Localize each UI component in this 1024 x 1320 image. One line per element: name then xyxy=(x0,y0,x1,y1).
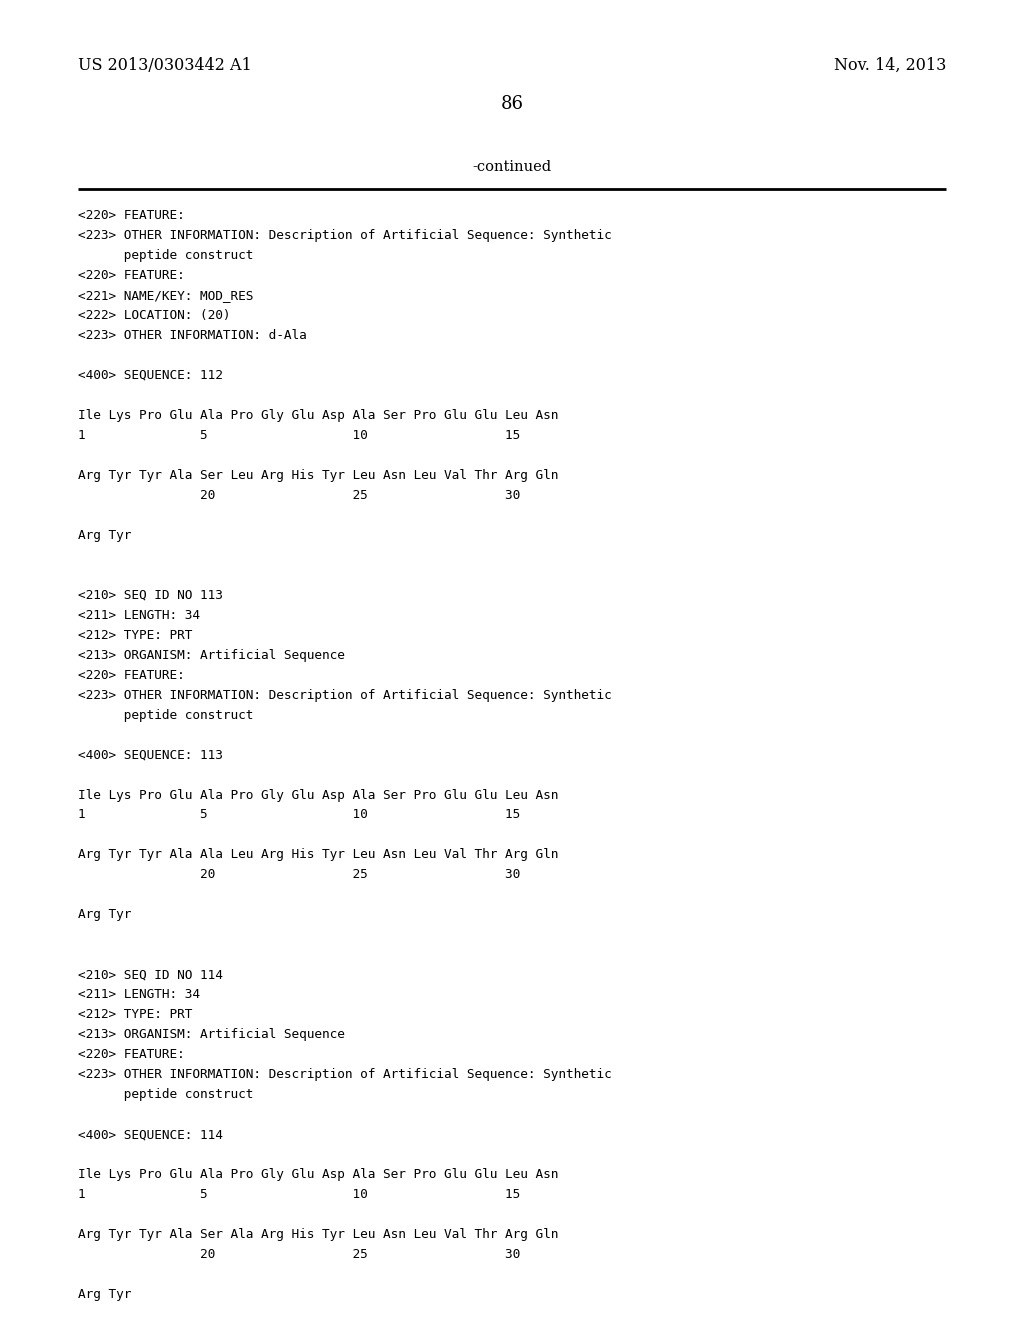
Text: Arg Tyr Tyr Ala Ser Leu Arg His Tyr Leu Asn Leu Val Thr Arg Gln: Arg Tyr Tyr Ala Ser Leu Arg His Tyr Leu … xyxy=(78,469,558,482)
Text: peptide construct: peptide construct xyxy=(78,1089,253,1101)
Text: Arg Tyr Tyr Ala Ala Leu Arg His Tyr Leu Asn Leu Val Thr Arg Gln: Arg Tyr Tyr Ala Ala Leu Arg His Tyr Leu … xyxy=(78,849,558,862)
Text: <213> ORGANISM: Artificial Sequence: <213> ORGANISM: Artificial Sequence xyxy=(78,648,345,661)
Text: 1               5                   10                  15: 1 5 10 15 xyxy=(78,429,520,441)
Text: Arg Tyr: Arg Tyr xyxy=(78,528,131,541)
Text: <212> TYPE: PRT: <212> TYPE: PRT xyxy=(78,628,193,642)
Text: <220> FEATURE:: <220> FEATURE: xyxy=(78,1048,184,1061)
Text: <220> FEATURE:: <220> FEATURE: xyxy=(78,668,184,681)
Text: 20                  25                  30: 20 25 30 xyxy=(78,869,520,882)
Text: <221> NAME/KEY: MOD_RES: <221> NAME/KEY: MOD_RES xyxy=(78,289,253,301)
Text: peptide construct: peptide construct xyxy=(78,248,253,261)
Text: <213> ORGANISM: Artificial Sequence: <213> ORGANISM: Artificial Sequence xyxy=(78,1028,345,1041)
Text: Ile Lys Pro Glu Ala Pro Gly Glu Asp Ala Ser Pro Glu Glu Leu Asn: Ile Lys Pro Glu Ala Pro Gly Glu Asp Ala … xyxy=(78,409,558,421)
Text: <210> SEQ ID NO 113: <210> SEQ ID NO 113 xyxy=(78,589,222,602)
Text: <223> OTHER INFORMATION: Description of Artificial Sequence: Synthetic: <223> OTHER INFORMATION: Description of … xyxy=(78,228,611,242)
Text: -continued: -continued xyxy=(472,160,552,174)
Text: <223> OTHER INFORMATION: Description of Artificial Sequence: Synthetic: <223> OTHER INFORMATION: Description of … xyxy=(78,689,611,701)
Text: Arg Tyr Tyr Ala Ser Ala Arg His Tyr Leu Asn Leu Val Thr Arg Gln: Arg Tyr Tyr Ala Ser Ala Arg His Tyr Leu … xyxy=(78,1229,558,1241)
Text: <400> SEQUENCE: 113: <400> SEQUENCE: 113 xyxy=(78,748,222,762)
Text: Arg Tyr: Arg Tyr xyxy=(78,1288,131,1302)
Text: <211> LENGTH: 34: <211> LENGTH: 34 xyxy=(78,989,200,1002)
Text: 1               5                   10                  15: 1 5 10 15 xyxy=(78,808,520,821)
Text: <223> OTHER INFORMATION: Description of Artificial Sequence: Synthetic: <223> OTHER INFORMATION: Description of … xyxy=(78,1068,611,1081)
Text: <400> SEQUENCE: 114: <400> SEQUENCE: 114 xyxy=(78,1129,222,1142)
Text: <220> FEATURE:: <220> FEATURE: xyxy=(78,268,184,281)
Text: 86: 86 xyxy=(501,95,523,114)
Text: US 2013/0303442 A1: US 2013/0303442 A1 xyxy=(78,57,252,74)
Text: 1               5                   10                  15: 1 5 10 15 xyxy=(78,1188,520,1201)
Text: 20                  25                  30: 20 25 30 xyxy=(78,488,520,502)
Text: Arg Tyr: Arg Tyr xyxy=(78,908,131,921)
Text: Ile Lys Pro Glu Ala Pro Gly Glu Asp Ala Ser Pro Glu Glu Leu Asn: Ile Lys Pro Glu Ala Pro Gly Glu Asp Ala … xyxy=(78,788,558,801)
Text: 20                  25                  30: 20 25 30 xyxy=(78,1249,520,1262)
Text: peptide construct: peptide construct xyxy=(78,709,253,722)
Text: <220> FEATURE:: <220> FEATURE: xyxy=(78,209,184,222)
Text: <400> SEQUENCE: 112: <400> SEQUENCE: 112 xyxy=(78,368,222,381)
Text: <222> LOCATION: (20): <222> LOCATION: (20) xyxy=(78,309,230,322)
Text: <223> OTHER INFORMATION: d-Ala: <223> OTHER INFORMATION: d-Ala xyxy=(78,329,306,342)
Text: <212> TYPE: PRT: <212> TYPE: PRT xyxy=(78,1008,193,1022)
Text: <210> SEQ ID NO 114: <210> SEQ ID NO 114 xyxy=(78,969,222,982)
Text: Ile Lys Pro Glu Ala Pro Gly Glu Asp Ala Ser Pro Glu Glu Leu Asn: Ile Lys Pro Glu Ala Pro Gly Glu Asp Ala … xyxy=(78,1168,558,1181)
Text: <211> LENGTH: 34: <211> LENGTH: 34 xyxy=(78,609,200,622)
Text: Nov. 14, 2013: Nov. 14, 2013 xyxy=(834,57,946,74)
